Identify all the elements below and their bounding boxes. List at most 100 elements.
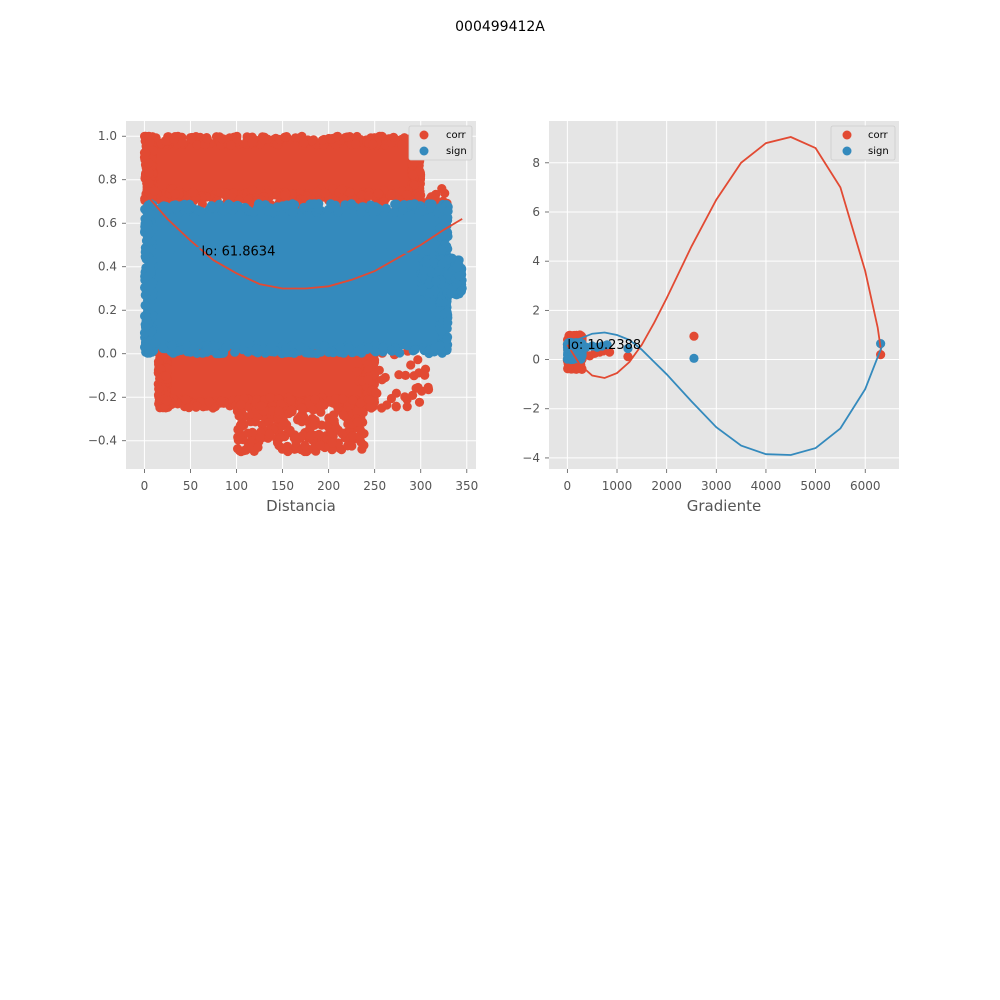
right-legend-marker-sign xyxy=(842,146,852,156)
right-y-tick-label: 0 xyxy=(532,353,540,367)
left-scatter-point-sign xyxy=(368,207,378,218)
left-scatter-point-sign xyxy=(148,200,158,210)
left-scatter-point-corr xyxy=(308,405,318,415)
left-scatter-point-sign xyxy=(452,263,462,273)
right-y-tick-labels: −4 −2 0 2 4 6 8 xyxy=(522,156,549,465)
left-legend-label-corr: corr xyxy=(446,130,467,141)
left-y-tick-label: 1.0 xyxy=(98,129,117,143)
left-chart-panel: 0 50 100 150 200 250 300 350 −0.4 −0.2 0.0 0.2 0.4 0… xyxy=(88,121,478,515)
right-x-tick-label: 3000 xyxy=(701,479,732,493)
left-scatter-point-corr xyxy=(331,423,341,433)
right-x-tick-label: 2000 xyxy=(651,479,682,493)
left-scatter-point-corr xyxy=(348,395,358,405)
left-x-tick-label: 150 xyxy=(271,479,294,493)
left-scatter-point-corr xyxy=(337,184,347,194)
left-scatter-point-corr xyxy=(371,387,381,398)
left-scatter-point-corr xyxy=(226,140,236,150)
left-scatter-point-sign xyxy=(140,300,150,310)
left-scatter-point-sign xyxy=(264,344,274,354)
left-scatter-point-corr xyxy=(437,184,447,194)
left-scatter-point-sign xyxy=(143,208,153,218)
left-annotation: lo: 61.8634 xyxy=(202,245,276,260)
right-y-tick-label: 4 xyxy=(532,254,540,268)
left-scatter-point-sign xyxy=(158,343,168,353)
left-scatter-point-sign xyxy=(436,326,447,336)
left-scatter-point-corr xyxy=(160,136,170,146)
left-y-tick-label: −0.2 xyxy=(88,390,117,404)
left-scatter-point-sign xyxy=(163,205,174,215)
left-scatter-point-sign xyxy=(299,202,309,213)
left-scatter-point-corr xyxy=(415,166,425,176)
left-scatter-point-corr xyxy=(299,138,309,148)
left-scatter-point-sign xyxy=(167,340,177,351)
left-scatter-point-corr xyxy=(240,445,250,455)
figure-title: 000499412A xyxy=(455,19,545,35)
left-scatter-point-corr xyxy=(265,392,275,403)
left-y-tick-label: 0.8 xyxy=(98,173,117,187)
left-x-tick-label: 350 xyxy=(455,479,478,493)
left-scatter-point-sign xyxy=(443,206,453,216)
left-scatter-point-sign xyxy=(389,207,399,218)
left-scatter-point-corr xyxy=(327,438,338,448)
left-x-tick-label: 50 xyxy=(183,479,198,493)
left-scatter-point-corr xyxy=(181,395,191,405)
right-legend: corr sign xyxy=(830,125,896,161)
left-scatter-point-corr xyxy=(256,401,267,411)
right-y-tick-label: −4 xyxy=(522,451,540,465)
left-scatter-point-sign xyxy=(328,348,338,358)
left-scatter-point-corr xyxy=(314,429,324,439)
left-scatter-point-corr xyxy=(355,398,365,408)
left-scatter-point-corr xyxy=(408,390,418,400)
left-scatter-point-sign xyxy=(378,342,388,353)
left-scatter-point-sign xyxy=(428,257,438,267)
left-scatter-point-corr xyxy=(307,413,317,424)
left-scatter-point-sign xyxy=(398,205,408,215)
left-scatter-point-sign xyxy=(437,245,447,255)
right-y-tick-label: 6 xyxy=(532,205,540,219)
right-x-axis-label: Gradiente xyxy=(687,497,762,515)
left-scatter-point-sign xyxy=(402,341,412,351)
left-scatter-point-sign xyxy=(248,207,258,217)
left-scatter-point-corr xyxy=(352,406,362,417)
left-scatter-point-sign xyxy=(405,200,415,210)
left-scatter-point-corr xyxy=(236,400,246,410)
left-scatter-point-corr xyxy=(184,403,194,413)
left-scatter-point-sign xyxy=(140,322,151,332)
left-scatter-layer xyxy=(139,131,467,457)
right-fit-curve-sign xyxy=(566,331,883,456)
left-scatter-point-sign xyxy=(145,348,155,358)
left-scatter-point-corr xyxy=(280,132,291,142)
left-scatter-point-sign xyxy=(424,288,435,298)
left-scatter-point-sign xyxy=(145,228,155,238)
left-scatter-point-corr xyxy=(307,136,317,146)
right-annotation: lo: 10.2388 xyxy=(567,338,641,353)
left-scatter-point-corr xyxy=(363,190,374,201)
left-scatter-point-corr xyxy=(286,405,296,415)
left-scatter-point-sign xyxy=(435,341,445,351)
left-scatter-point-sign xyxy=(371,347,381,357)
left-scatter-point-corr xyxy=(188,187,198,197)
right-scatter-point-sign xyxy=(602,340,612,350)
left-scatter-point-corr xyxy=(373,188,383,198)
left-scatter-point-sign xyxy=(202,345,212,355)
left-scatter-point-sign xyxy=(312,349,322,359)
left-scatter-point-sign xyxy=(313,204,324,214)
left-scatter-point-sign xyxy=(424,348,434,359)
left-scatter-point-corr xyxy=(345,187,355,197)
left-scatter-point-sign xyxy=(295,342,305,352)
right-scatter-point-corr xyxy=(623,352,633,362)
left-scatter-point-corr xyxy=(290,430,300,440)
right-x-tick-label: 5000 xyxy=(800,479,831,493)
left-scatter-point-corr xyxy=(351,139,361,149)
left-scatter-point-corr xyxy=(315,440,325,450)
left-scatter-point-corr xyxy=(144,158,154,168)
right-x-tick-label: 1000 xyxy=(602,479,633,493)
left-scatter-cluster-corr xyxy=(149,140,417,197)
left-scatter-point-corr xyxy=(253,442,263,452)
left-scatter-point-sign xyxy=(254,201,264,211)
left-scatter-point-sign xyxy=(210,341,220,351)
left-scatter-point-sign xyxy=(456,286,466,296)
left-scatter-point-sign xyxy=(433,266,443,276)
left-scatter-point-corr xyxy=(377,131,387,141)
